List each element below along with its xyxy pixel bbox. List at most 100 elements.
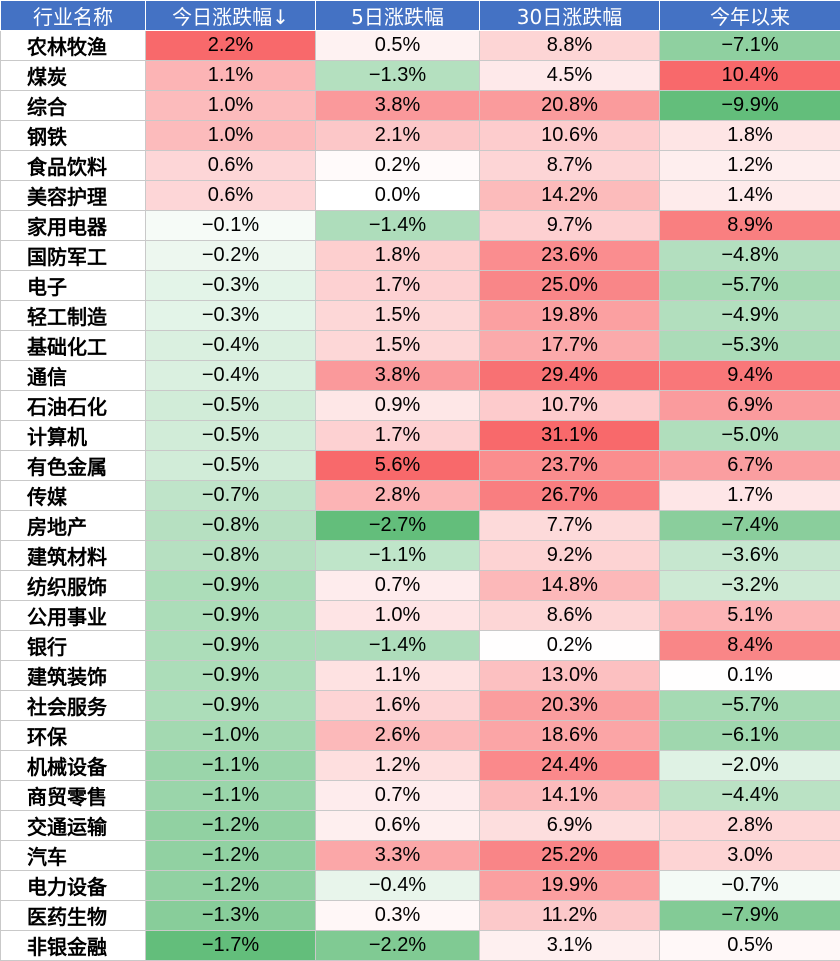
today-change-cell: −0.5%: [146, 421, 316, 451]
header-5day-change[interactable]: 5日涨跌幅: [316, 1, 480, 31]
industry-name-cell: 家用电器: [1, 211, 146, 241]
30day-change-cell: 24.4%: [480, 751, 660, 781]
30day-change-cell: 17.7%: [480, 331, 660, 361]
ytd-change-cell: −9.9%: [660, 91, 840, 121]
industry-name-cell: 建筑装饰: [1, 661, 146, 691]
table-row: 计算机−0.5%1.7%31.1%−5.0%: [1, 421, 840, 451]
ytd-change-cell: 6.9%: [660, 391, 840, 421]
30day-change-cell: 23.7%: [480, 451, 660, 481]
industry-name-cell: 煤炭: [1, 61, 146, 91]
5day-change-cell: −2.2%: [316, 931, 480, 961]
table-row: 非银金融−1.7%−2.2%3.1%0.5%: [1, 931, 840, 961]
30day-change-cell: 14.1%: [480, 781, 660, 811]
today-change-cell: −0.5%: [146, 391, 316, 421]
table-row: 社会服务−0.9%1.6%20.3%−5.7%: [1, 691, 840, 721]
ytd-change-cell: −5.7%: [660, 691, 840, 721]
30day-change-cell: 14.8%: [480, 571, 660, 601]
today-change-cell: −0.9%: [146, 601, 316, 631]
30day-change-cell: 25.0%: [480, 271, 660, 301]
header-industry-name: 行业名称: [1, 1, 146, 31]
5day-change-cell: −2.7%: [316, 511, 480, 541]
5day-change-cell: 1.2%: [316, 751, 480, 781]
5day-change-cell: 3.8%: [316, 361, 480, 391]
30day-change-cell: 9.7%: [480, 211, 660, 241]
5day-change-cell: −1.4%: [316, 211, 480, 241]
30day-change-cell: 8.7%: [480, 151, 660, 181]
industry-name-cell: 纺织服饰: [1, 571, 146, 601]
ytd-change-cell: 9.4%: [660, 361, 840, 391]
table-row: 石油石化−0.5%0.9%10.7%6.9%: [1, 391, 840, 421]
5day-change-cell: 1.6%: [316, 691, 480, 721]
ytd-change-cell: −3.2%: [660, 571, 840, 601]
5day-change-cell: 1.0%: [316, 601, 480, 631]
today-change-cell: −0.2%: [146, 241, 316, 271]
today-change-cell: −1.1%: [146, 751, 316, 781]
industry-name-cell: 机械设备: [1, 751, 146, 781]
today-change-cell: 1.0%: [146, 121, 316, 151]
5day-change-cell: 5.6%: [316, 451, 480, 481]
industry-name-cell: 国防军工: [1, 241, 146, 271]
table-row: 通信−0.4%3.8%29.4%9.4%: [1, 361, 840, 391]
industry-name-cell: 通信: [1, 361, 146, 391]
5day-change-cell: 1.5%: [316, 331, 480, 361]
ytd-change-cell: −2.0%: [660, 751, 840, 781]
30day-change-cell: 19.8%: [480, 301, 660, 331]
5day-change-cell: 1.7%: [316, 271, 480, 301]
table-row: 环保−1.0%2.6%18.6%−6.1%: [1, 721, 840, 751]
header-ytd-change[interactable]: 今年以来: [660, 1, 840, 31]
ytd-change-cell: −5.0%: [660, 421, 840, 451]
industry-name-cell: 房地产: [1, 511, 146, 541]
header-30day-change[interactable]: 30日涨跌幅: [480, 1, 660, 31]
table-row: 银行−0.9%−1.4%0.2%8.4%: [1, 631, 840, 661]
5day-change-cell: 3.8%: [316, 91, 480, 121]
5day-change-cell: −1.3%: [316, 61, 480, 91]
5day-change-cell: 1.7%: [316, 421, 480, 451]
today-change-cell: 1.1%: [146, 61, 316, 91]
industry-name-cell: 银行: [1, 631, 146, 661]
30day-change-cell: 0.2%: [480, 631, 660, 661]
industry-name-cell: 食品饮料: [1, 151, 146, 181]
table-row: 汽车−1.2%3.3%25.2%3.0%: [1, 841, 840, 871]
ytd-change-cell: −4.8%: [660, 241, 840, 271]
today-change-cell: 0.6%: [146, 151, 316, 181]
ytd-change-cell: 8.9%: [660, 211, 840, 241]
today-change-cell: −1.1%: [146, 781, 316, 811]
today-change-cell: 2.2%: [146, 31, 316, 61]
ytd-change-cell: 1.4%: [660, 181, 840, 211]
5day-change-cell: 0.7%: [316, 781, 480, 811]
ytd-change-cell: −7.4%: [660, 511, 840, 541]
table-row: 房地产−0.8%−2.7%7.7%−7.4%: [1, 511, 840, 541]
today-change-cell: 0.6%: [146, 181, 316, 211]
table-row: 公用事业−0.9%1.0%8.6%5.1%: [1, 601, 840, 631]
5day-change-cell: −0.4%: [316, 871, 480, 901]
ytd-change-cell: −6.1%: [660, 721, 840, 751]
30day-change-cell: 13.0%: [480, 661, 660, 691]
5day-change-cell: 1.5%: [316, 301, 480, 331]
5day-change-cell: 3.3%: [316, 841, 480, 871]
ytd-change-cell: −3.6%: [660, 541, 840, 571]
header-today-change[interactable]: 今日涨跌幅↓: [146, 1, 316, 31]
today-change-cell: −0.9%: [146, 691, 316, 721]
table-row: 建筑材料−0.8%−1.1%9.2%−3.6%: [1, 541, 840, 571]
today-change-cell: −1.7%: [146, 931, 316, 961]
5day-change-cell: −1.1%: [316, 541, 480, 571]
5day-change-cell: 0.6%: [316, 811, 480, 841]
30day-change-cell: 19.9%: [480, 871, 660, 901]
30day-change-cell: 10.7%: [480, 391, 660, 421]
table-row: 基础化工−0.4%1.5%17.7%−5.3%: [1, 331, 840, 361]
ytd-change-cell: 10.4%: [660, 61, 840, 91]
30day-change-cell: 20.3%: [480, 691, 660, 721]
5day-change-cell: 0.7%: [316, 571, 480, 601]
5day-change-cell: 1.8%: [316, 241, 480, 271]
ytd-change-cell: 1.7%: [660, 481, 840, 511]
30day-change-cell: 23.6%: [480, 241, 660, 271]
30day-change-cell: 7.7%: [480, 511, 660, 541]
table-row: 建筑装饰−0.9%1.1%13.0%0.1%: [1, 661, 840, 691]
industry-name-cell: 非银金融: [1, 931, 146, 961]
